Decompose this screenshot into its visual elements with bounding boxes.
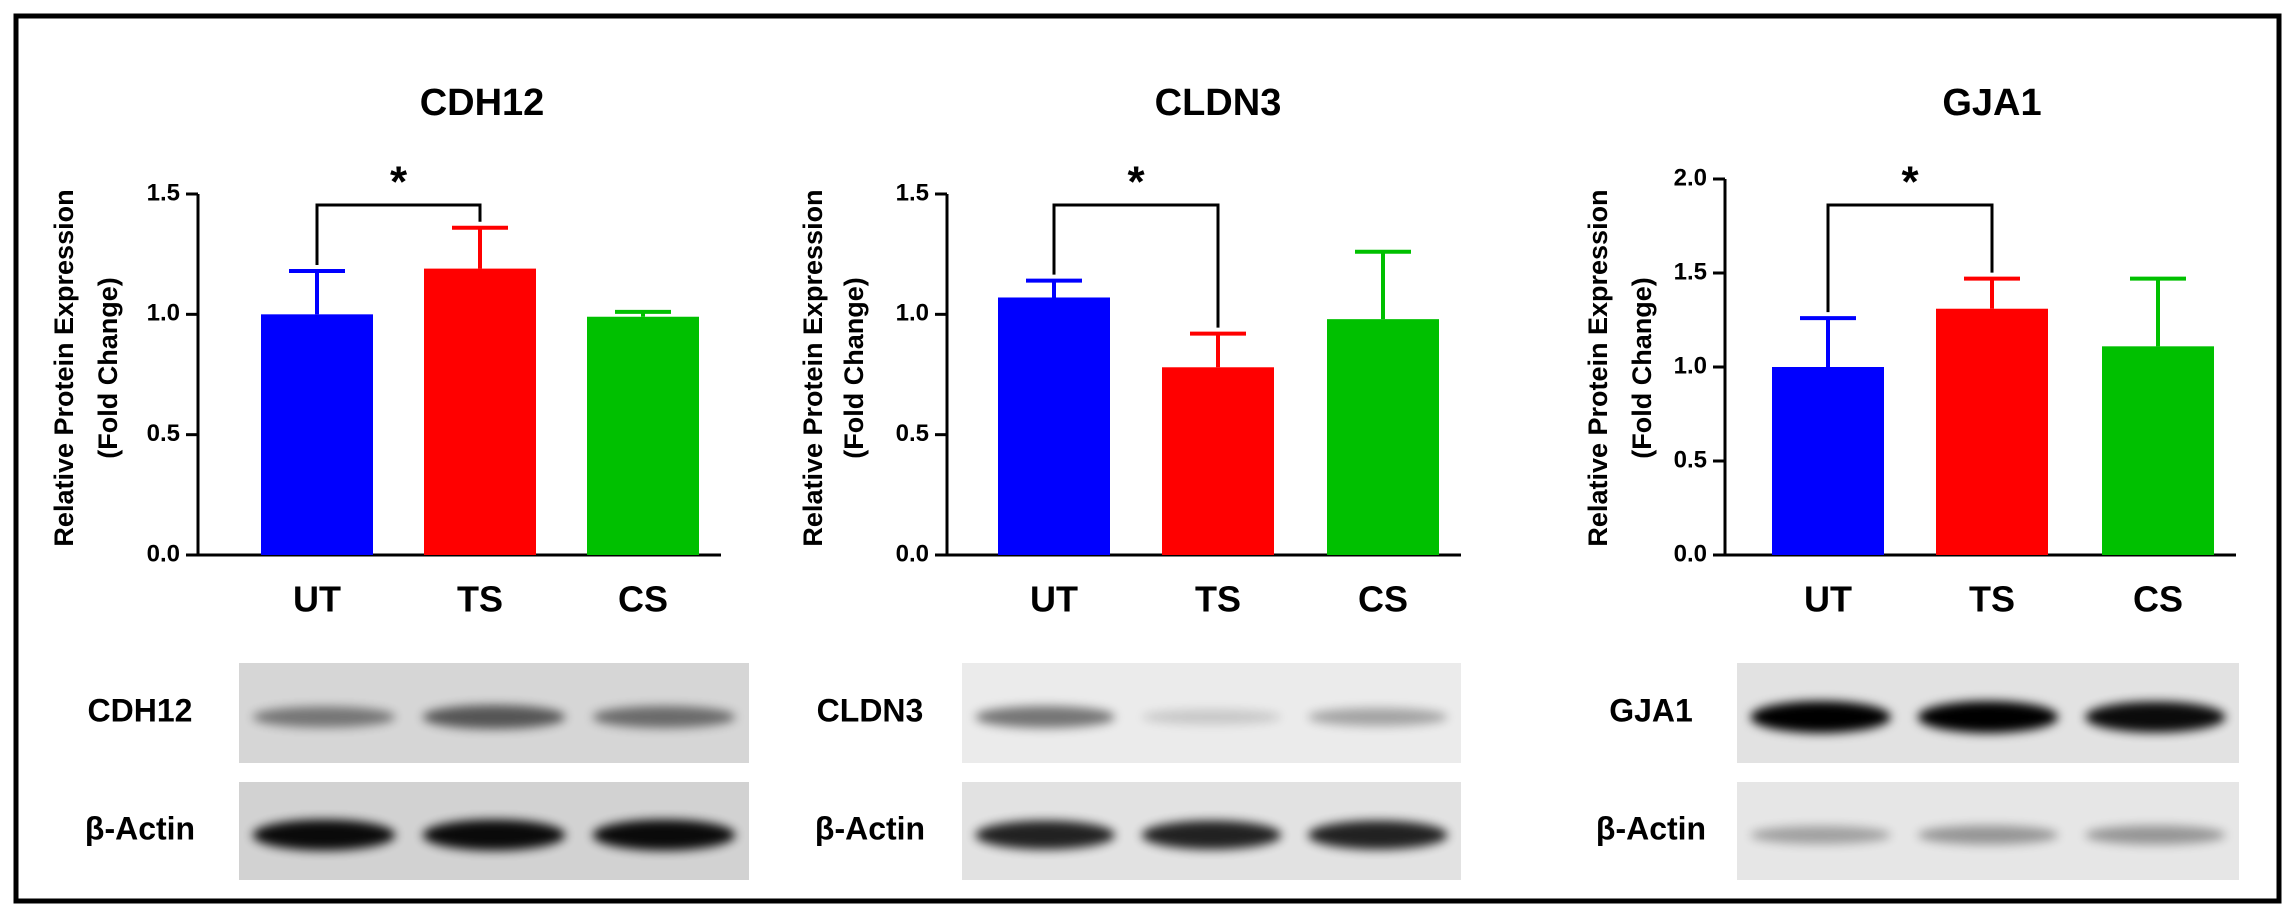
y-tick-label: 0.5 (147, 420, 180, 447)
blot-band (252, 706, 396, 728)
y-axis-label: (Fold Change) (93, 277, 123, 458)
y-tick-label: 1.5 (896, 179, 929, 206)
blot-band (1917, 701, 2059, 733)
bar (1936, 308, 2048, 555)
y-tick-label: 1.0 (1674, 352, 1707, 379)
blot-band (2085, 701, 2226, 733)
y-tick-label: 0.0 (1674, 540, 1707, 567)
blot-label: β-Actin (1596, 810, 1706, 846)
y-tick-label: 0.5 (896, 420, 929, 447)
y-axis-label: (Fold Change) (1627, 277, 1657, 458)
blot-band (422, 819, 566, 851)
frame (13, 13, 2282, 904)
bar (1772, 367, 1884, 555)
error-bar (289, 269, 345, 315)
significance-bracket (315, 203, 482, 266)
blot-band (1750, 826, 1891, 844)
chart-title: CDH12 (420, 82, 545, 124)
error-bar (1026, 278, 1082, 298)
y-tick-label: 1.5 (147, 179, 180, 206)
blot-band (252, 819, 396, 851)
y-tick-label: 0.5 (1674, 446, 1707, 473)
bar (587, 316, 699, 555)
x-tick-label: TS (1969, 579, 2015, 620)
blot-band (592, 819, 736, 851)
x-tick-label: TS (1195, 579, 1241, 620)
y-tick-label: 0.0 (147, 540, 180, 567)
blot-band (422, 705, 566, 729)
x-tick-label: CS (618, 579, 668, 620)
bar (261, 314, 373, 555)
error-bar (2130, 276, 2186, 347)
error-bar (1355, 249, 1411, 320)
x-tick-label: CS (2133, 579, 2183, 620)
bar (998, 297, 1110, 555)
bar (424, 268, 536, 555)
x-tick-label: UT (1804, 579, 1852, 620)
significance-bracket (1052, 203, 1220, 328)
y-axis-label: Relative Protein Expression (1583, 189, 1613, 546)
blot-band (1141, 820, 1282, 850)
blot-band (1307, 708, 1448, 726)
y-tick-label: 1.0 (896, 300, 929, 327)
error-bar (1800, 316, 1856, 367)
error-bar (615, 309, 671, 317)
y-axis-label: (Fold Change) (839, 277, 869, 458)
x-tick-label: CS (1358, 579, 1408, 620)
bar (1327, 319, 1439, 555)
y-tick-label: 0.0 (896, 540, 929, 567)
blot-band (592, 706, 736, 728)
y-tick-label: 1.5 (1674, 258, 1707, 285)
x-tick-label: TS (457, 579, 503, 620)
chart-title: GJA1 (1942, 82, 2041, 124)
blot-label: CDH12 (88, 692, 193, 728)
significance-bracket (1826, 203, 1994, 313)
significance-label: * (1127, 158, 1145, 207)
x-tick-label: UT (293, 579, 341, 620)
blot-band (2085, 825, 2226, 845)
chart-title: CLDN3 (1155, 82, 1282, 124)
blot-band (1917, 825, 2059, 845)
significance-label: * (1901, 158, 1919, 207)
error-bar (1964, 276, 2020, 309)
y-axis-label: Relative Protein Expression (49, 189, 79, 546)
y-tick-label: 2.0 (1674, 164, 1707, 191)
blot-label: β-Actin (815, 810, 925, 846)
y-tick-label: 1.0 (147, 300, 180, 327)
blot-band (1307, 820, 1448, 850)
y-axis-label: Relative Protein Expression (798, 189, 828, 546)
bar (2102, 346, 2214, 555)
x-tick-label: UT (1030, 579, 1078, 620)
blot-label: CLDN3 (817, 692, 924, 728)
bar (1162, 367, 1274, 555)
blot-band (1750, 701, 1891, 733)
blot-band (975, 706, 1116, 728)
error-bar (1190, 331, 1246, 368)
significance-label: * (390, 158, 408, 207)
blot-label: β-Actin (85, 810, 195, 846)
blot-band (975, 820, 1116, 850)
blot-band (1141, 709, 1282, 725)
error-bar (452, 225, 508, 269)
blot-label: GJA1 (1609, 692, 1693, 728)
